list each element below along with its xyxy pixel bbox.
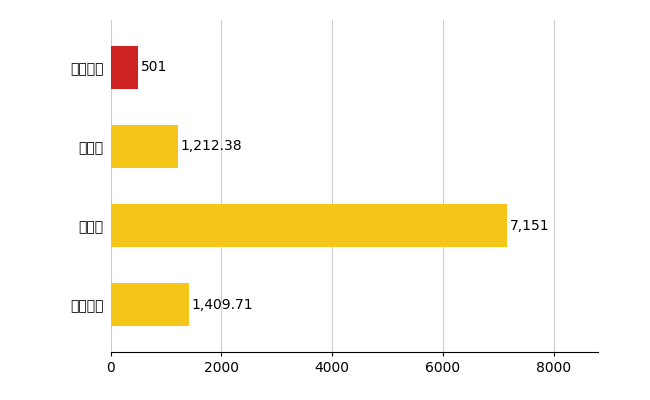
Text: 7,151: 7,151 [510, 218, 549, 232]
Text: 1,409.71: 1,409.71 [191, 298, 253, 312]
Text: 501: 501 [141, 60, 168, 74]
Text: 1,212.38: 1,212.38 [181, 140, 242, 154]
Bar [111, 125, 177, 168]
Bar [111, 204, 506, 247]
Bar [111, 283, 188, 326]
Bar [111, 46, 138, 89]
